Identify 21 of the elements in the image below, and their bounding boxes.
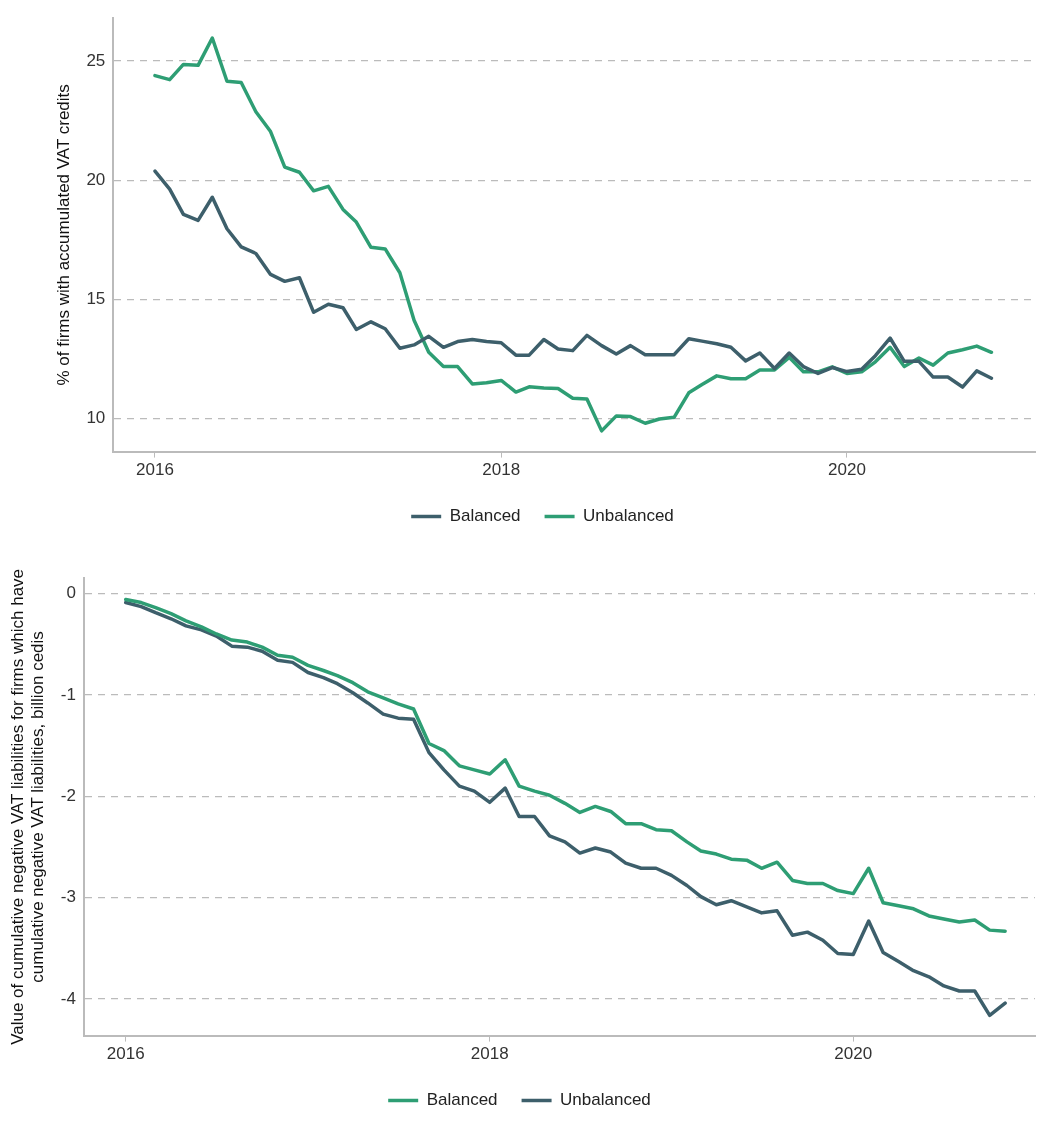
y-axis-title: Value of cumulative negative VAT liabilities for firms which have cumulative negative VAT liabilities, billion cedis	[7, 568, 48, 1045]
y-tick-label: -2	[60, 785, 76, 805]
y-tick-label: -4	[60, 988, 76, 1008]
x-tick-label: 2020	[834, 1044, 873, 1064]
y-tick-label: 15	[86, 288, 106, 308]
legend-label: Unbalanced	[560, 1090, 651, 1110]
x-tick-label: 2020	[828, 460, 866, 480]
x-tick-label: 2018	[482, 460, 521, 480]
y-tick-label: 25	[86, 50, 106, 70]
legend-label: Unbalanced	[583, 506, 674, 526]
y-tick-label: 10	[86, 407, 106, 427]
x-tick-label: 2018	[470, 1044, 509, 1064]
legend-label: Balanced	[426, 1090, 498, 1110]
y-tick-label: 20	[86, 169, 106, 189]
y-tick-label: -1	[60, 684, 76, 704]
y-tick-label: -3	[60, 887, 76, 907]
x-tick-label: 2016	[106, 1044, 145, 1064]
y-axis-title: % of firms with accumulated VAT credits	[53, 84, 73, 386]
x-tick-label: 2016	[136, 460, 174, 480]
legend-label: Balanced	[449, 506, 521, 526]
y-tick-label: 0	[66, 583, 76, 603]
